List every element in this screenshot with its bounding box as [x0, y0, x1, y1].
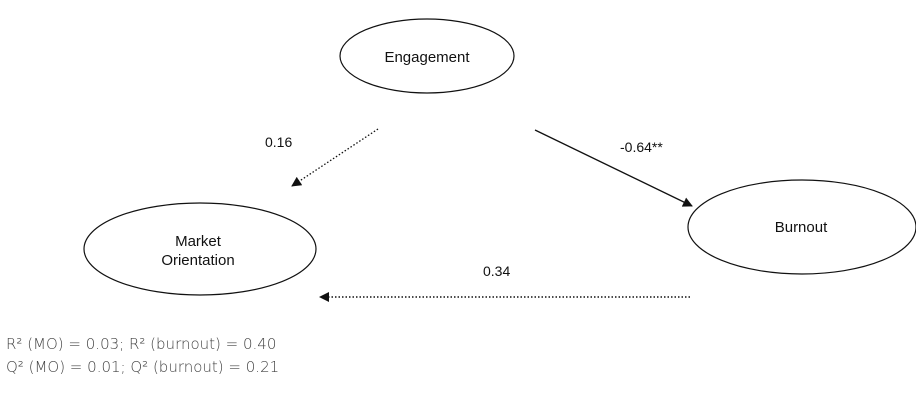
burnout-ellipse	[687, 179, 916, 275]
engagement-node: Engagement	[339, 18, 515, 94]
fit-statistics: R² (MO) = 0.03; R² (burnout) = 0.40 Q² (…	[6, 333, 279, 379]
coef-burnout-to-mo: 0.34	[483, 263, 510, 279]
burnout-label: Burnout	[775, 219, 828, 236]
market-orientation-label-line1: Market	[175, 233, 222, 250]
market-orientation-label-line2: Orientation	[161, 252, 234, 269]
coef-engagement-to-burnout: -0.64**	[620, 139, 663, 155]
r-squared-line: R² (MO) = 0.03; R² (burnout) = 0.40	[6, 335, 277, 353]
coef-engagement-to-mo: 0.16	[265, 134, 292, 150]
engagement-label: Engagement	[384, 49, 470, 66]
market-orientation-ellipse	[83, 202, 317, 296]
engagement-ellipse	[339, 18, 515, 94]
q-squared-line: Q² (MO) = 0.01; Q² (burnout) = 0.21	[6, 358, 280, 376]
path-engagement-to-mo	[291, 128, 379, 187]
market-orientation-node: Market Orientation	[83, 202, 317, 296]
burnout-node: Burnout	[687, 179, 916, 275]
path-engagement-to-burnout	[534, 129, 693, 207]
